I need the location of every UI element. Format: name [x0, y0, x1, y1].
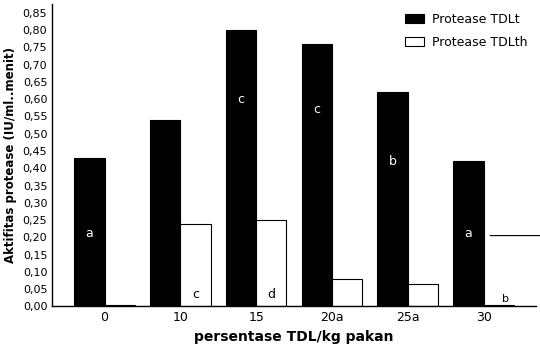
Y-axis label: Aktifitas protease (IU/ml..menit): Aktifitas protease (IU/ml..menit)	[4, 47, 17, 263]
Bar	[408, 284, 438, 307]
Bar	[226, 30, 256, 307]
Text: c: c	[238, 93, 245, 106]
Bar	[150, 120, 180, 307]
X-axis label: persentase TDL/kg pakan: persentase TDL/kg pakan	[194, 330, 394, 344]
Text: d: d	[267, 288, 275, 301]
Bar	[332, 279, 362, 307]
Text: c: c	[313, 103, 320, 116]
Bar	[302, 44, 332, 307]
Bar	[180, 223, 211, 307]
Text: ab: ab	[157, 186, 173, 199]
Text: a: a	[464, 227, 472, 240]
Bar	[453, 161, 483, 307]
Text: b: b	[389, 155, 396, 168]
Legend: Protease TDLt, Protease TDLth: Protease TDLt, Protease TDLth	[403, 10, 530, 52]
Bar	[74, 158, 105, 307]
Text: b: b	[503, 294, 509, 304]
Bar	[483, 305, 514, 307]
Text: c: c	[192, 288, 199, 301]
Bar	[377, 92, 408, 307]
Bar	[105, 305, 135, 307]
Text: a: a	[85, 227, 93, 240]
Bar	[256, 220, 286, 307]
